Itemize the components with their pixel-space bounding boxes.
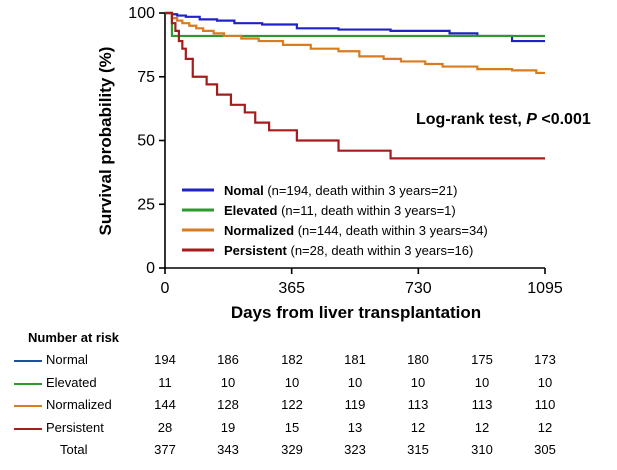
x-axis-label: Days from liver transplantation: [231, 303, 481, 322]
risk-cell: 113: [471, 397, 493, 412]
risk-cell: 10: [347, 374, 363, 390]
risk-cell: 323: [344, 442, 366, 457]
y-tick-label: 25: [137, 196, 155, 213]
risk-row-label: Total: [60, 442, 88, 457]
y-tick-label: 0: [146, 260, 155, 277]
risk-cell: 175: [471, 352, 493, 367]
x-tick-label: 0: [161, 280, 170, 297]
risk-row-normalized: Normalized 144 128 122 119 113 113 110: [0, 397, 617, 415]
risk-cell: 119: [344, 397, 366, 412]
risk-row-swatch: [14, 360, 42, 362]
risk-cell: 128: [217, 397, 239, 412]
risk-row-swatch: [14, 427, 42, 430]
risk-cell: 10: [474, 374, 490, 390]
risk-cell: 10: [410, 374, 426, 390]
logrank-annotation: Log-rank test, P <0.001: [416, 111, 591, 128]
risk-cell: 113: [407, 397, 429, 412]
risk-cell: 173: [534, 352, 556, 367]
risk-row-swatch: [14, 405, 42, 407]
risk-row-normal: Normal 194 186 182 181 180 175 173: [0, 352, 617, 370]
risk-cell: 12: [474, 419, 490, 435]
y-axis-label: Survival probability (%): [96, 47, 115, 236]
risk-row-persistent: Persistent 28 19 15 13 12 12 12: [0, 420, 617, 438]
legend-entry-persistent: Persistent (n=28, death within 3 years=1…: [224, 243, 473, 258]
risk-cell: 12: [410, 419, 426, 435]
risk-cell: 310: [471, 442, 493, 457]
risk-cell: 144: [154, 397, 176, 412]
risk-cell: 10: [537, 374, 553, 390]
risk-row-label: Persistent: [46, 419, 104, 435]
y-tick-label: 50: [137, 133, 155, 150]
risk-cell: 19: [220, 419, 236, 435]
risk-row-total: Total 377 343 329 323 315 310 305: [0, 442, 617, 460]
risk-row-swatch: [14, 382, 42, 385]
curve-nomal: [165, 11, 545, 43]
risk-cell: 182: [281, 352, 303, 367]
risk-cell: 10: [220, 374, 236, 390]
legend-entry-normalized: Normalized (n=144, death within 3 years=…: [224, 223, 488, 238]
y-tick-label: 100: [128, 5, 155, 22]
y-tick-label: 75: [137, 69, 155, 86]
risk-cell: 181: [344, 352, 366, 367]
risk-cell: 305: [534, 442, 556, 457]
risk-cell: 12: [537, 419, 553, 435]
legend: Nomal (n=194, death within 3 years=21) El…: [182, 183, 488, 258]
x-tick-label: 365: [278, 280, 305, 297]
risk-cell: 11: [158, 374, 172, 390]
legend-entry-nomal: Nomal (n=194, death within 3 years=21): [224, 183, 457, 198]
x-tick-label: 1095: [527, 280, 563, 297]
km-chart: 0 25 50 75 100 0 365 730 1095 Log-rank test, P <…: [96, 5, 591, 322]
risk-cell: 315: [407, 442, 429, 457]
risk-cell: 28: [157, 419, 173, 435]
curve-persistent: [165, 11, 545, 160]
curves-layer: [165, 11, 545, 160]
risk-cell: 329: [281, 442, 303, 457]
risk-cell: 110: [534, 397, 556, 412]
risk-cell: 13: [347, 419, 363, 435]
risk-cell: 194: [154, 352, 176, 367]
risk-cell: 343: [217, 442, 239, 457]
curve-normalized: [165, 11, 545, 75]
risk-cell: 180: [407, 352, 429, 367]
risk-row-label: Normal: [46, 352, 88, 367]
risk-cell: 122: [281, 397, 303, 412]
risk-row-elevated: Elevated 11 10 10 10 10 10 10: [0, 375, 617, 393]
axes-layer: 0 25 50 75 100 0 365 730 1095: [128, 5, 563, 297]
risk-table-title: Number at risk: [28, 330, 120, 345]
risk-cell: 377: [154, 442, 176, 457]
risk-row-label: Normalized: [46, 397, 112, 412]
risk-cell: 15: [284, 419, 300, 435]
risk-row-label: Elevated: [46, 374, 97, 390]
x-tick-label: 730: [405, 280, 432, 297]
legend-entry-elevated: Elevated (n=11, death within 3 years=1): [224, 203, 456, 218]
risk-cell: 186: [217, 352, 239, 367]
risk-cell: 10: [284, 374, 300, 390]
